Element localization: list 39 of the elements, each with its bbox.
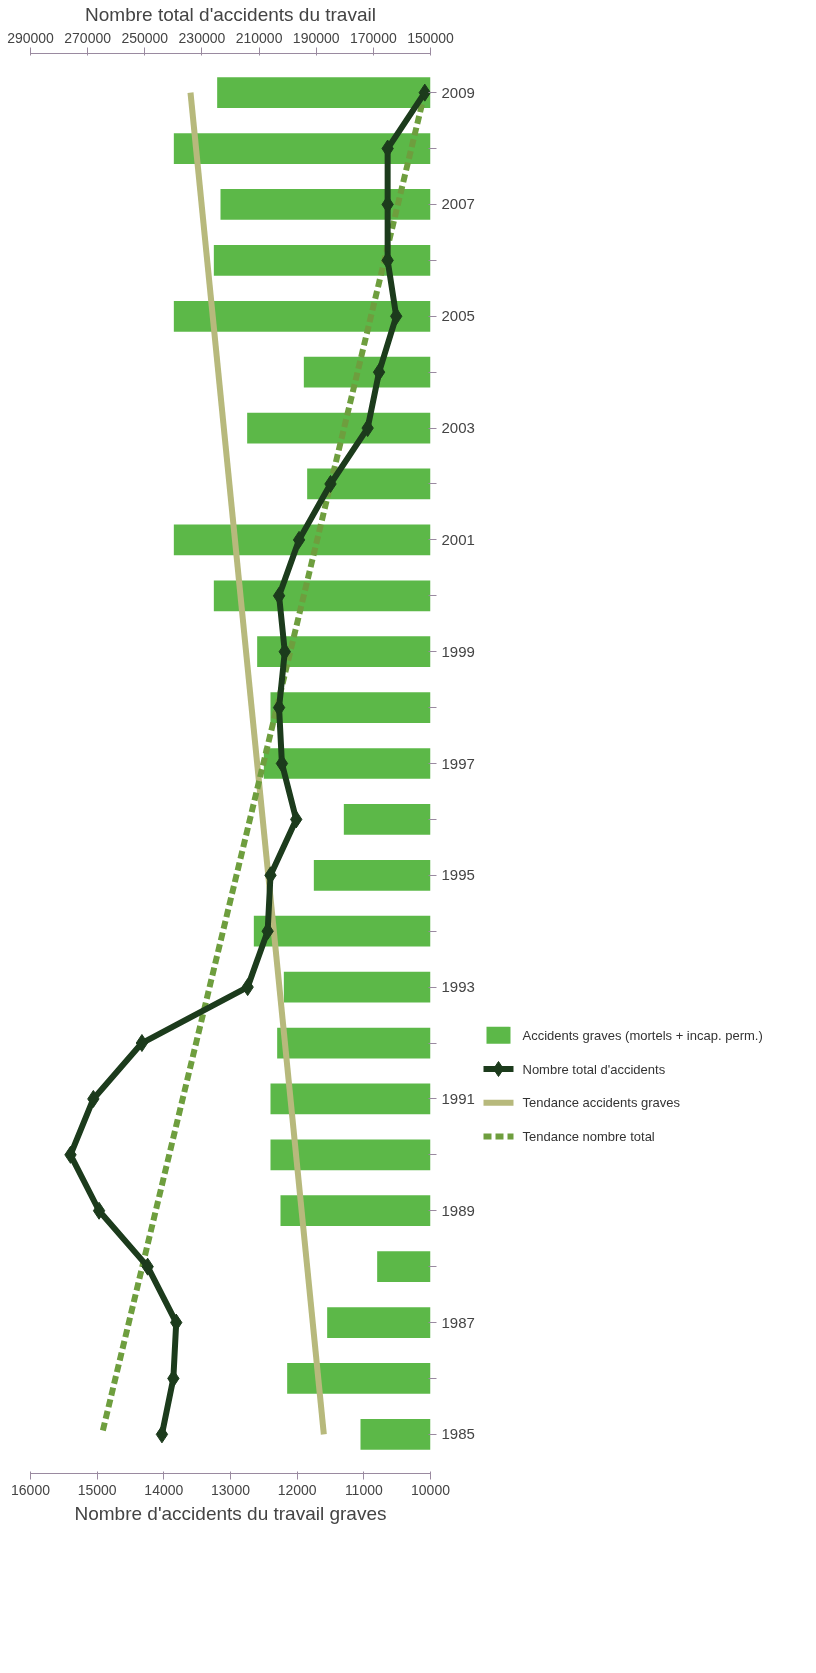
y-tick-label: 1999 bbox=[441, 642, 475, 660]
y-tick-label: 2009 bbox=[441, 83, 475, 101]
x2-tick-label: 170000 bbox=[350, 29, 397, 46]
point bbox=[292, 530, 306, 549]
legend-label: Nombre total d'accidents bbox=[522, 1061, 666, 1077]
y-tick-label: 1993 bbox=[441, 978, 475, 996]
x-tick-label: 11000 bbox=[344, 1481, 383, 1498]
x2-axis-title: Nombre total d'accidents du travail bbox=[85, 3, 376, 25]
x2-tick-label: 230000 bbox=[178, 29, 226, 46]
point bbox=[372, 363, 386, 382]
x2-tick-label: 270000 bbox=[64, 29, 112, 46]
x-tick-label: 15000 bbox=[77, 1481, 117, 1498]
point bbox=[92, 1201, 106, 1220]
legend-label: Tendance nombre total bbox=[522, 1129, 655, 1144]
legend-label: Accidents graves (mortels + incap. perm.) bbox=[522, 1027, 763, 1043]
point bbox=[155, 1425, 169, 1444]
y-tick-label: 1997 bbox=[441, 754, 475, 772]
y-tick-label: 1991 bbox=[441, 1089, 475, 1107]
y-tick-label: 1989 bbox=[441, 1201, 475, 1219]
x-tick-label: 14000 bbox=[144, 1481, 184, 1498]
legend-label: Tendance accidents graves bbox=[522, 1095, 681, 1111]
y-tick-label: 2001 bbox=[441, 530, 475, 548]
y-tick-label: 1987 bbox=[441, 1313, 475, 1331]
y-tick-label: 2005 bbox=[441, 307, 475, 325]
x-tick-label: 12000 bbox=[277, 1481, 317, 1498]
x2-tick-label: 150000 bbox=[407, 29, 455, 46]
y-tick-label: 2007 bbox=[441, 195, 475, 213]
x-axis-title: Nombre d'accidents du travail graves bbox=[74, 1502, 387, 1524]
x-tick-label: 16000 bbox=[11, 1481, 51, 1498]
x2-tick-label: 210000 bbox=[235, 29, 283, 46]
point bbox=[135, 1034, 149, 1053]
x2-tick-label: 190000 bbox=[292, 29, 340, 46]
x2-tick-label: 290000 bbox=[7, 29, 55, 46]
y-tick-label: 1995 bbox=[441, 866, 475, 884]
x-tick-label: 13000 bbox=[211, 1481, 251, 1498]
y-tick-label: 1985 bbox=[441, 1425, 475, 1443]
y-tick-label: 2003 bbox=[441, 419, 475, 437]
x2-tick-label: 250000 bbox=[121, 29, 169, 46]
x-tick-label: 10000 bbox=[411, 1481, 451, 1498]
